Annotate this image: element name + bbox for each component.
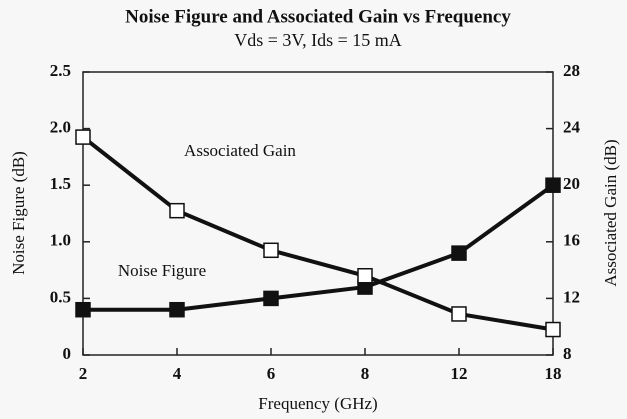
- marker: [545, 321, 561, 338]
- marker: [169, 301, 185, 318]
- marker: [263, 242, 279, 259]
- marker: [263, 290, 279, 307]
- chart-subtitle: Vds = 3V, Ids = 15 mA: [234, 30, 401, 50]
- chart-title: Noise Figure and Associated Gain vs Freq…: [125, 6, 511, 27]
- y2-tick-label: 24: [563, 118, 581, 137]
- y2-axis-label: Associated Gain (dB): [601, 139, 620, 286]
- series-line: [83, 183, 555, 312]
- y-tick-label: 0: [63, 344, 72, 363]
- series-line: [81, 135, 554, 332]
- x-tick-label: 12: [451, 364, 468, 383]
- y-tick-label: 2.5: [50, 61, 71, 80]
- marker: [451, 306, 467, 322]
- marker: [169, 202, 185, 219]
- marker: [451, 245, 467, 261]
- x-tick-label: 2: [79, 364, 88, 383]
- y2-tick-label: 12: [563, 287, 580, 306]
- series-label: Noise Figure: [118, 261, 206, 280]
- x-tick-label: 8: [361, 364, 370, 383]
- y-tick-label: 1.0: [50, 231, 71, 250]
- y-axis-label: Noise Figure (dB): [9, 151, 28, 275]
- marker: [75, 129, 91, 145]
- marker: [545, 177, 561, 193]
- marker: [75, 301, 91, 318]
- y2-tick-label: 8: [563, 344, 572, 363]
- x-tick-label: 4: [173, 364, 182, 383]
- y2-tick-label: 28: [563, 61, 580, 80]
- y2-tick-label: 16: [563, 231, 580, 250]
- plot-frame: [82, 71, 554, 356]
- series-label: Associated Gain: [184, 141, 296, 160]
- x-tick-label: 18: [545, 364, 562, 383]
- y2-tick-label: 20: [563, 174, 580, 193]
- y-tick-label: 2.0: [50, 118, 71, 137]
- y-tick-label: 0.5: [50, 287, 71, 306]
- x-axis-label: Frequency (GHz): [258, 394, 377, 413]
- x-tick-label: 6: [267, 364, 276, 383]
- y-tick-label: 1.5: [50, 174, 71, 193]
- marker: [357, 268, 373, 284]
